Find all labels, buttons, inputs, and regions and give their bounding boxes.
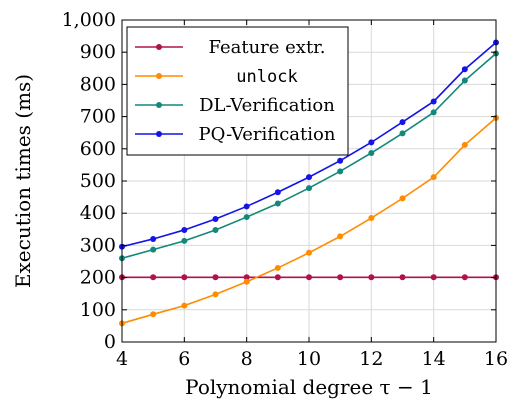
- data-point: [430, 98, 437, 105]
- data-point: [181, 302, 188, 309]
- x-axis-label: Polynomial degree τ − 1: [185, 375, 433, 399]
- x-tick-label: 10: [297, 348, 321, 370]
- data-point: [306, 174, 312, 181]
- data-point: [461, 77, 468, 84]
- data-point: [181, 237, 188, 244]
- data-point: [243, 203, 250, 210]
- legend-marker: [156, 73, 162, 79]
- y-tick-label: 600: [80, 138, 116, 160]
- data-point: [337, 168, 344, 175]
- data-point: [368, 274, 375, 281]
- data-point: [461, 274, 468, 281]
- data-point: [306, 249, 312, 256]
- data-point: [368, 149, 375, 156]
- x-tick-label: 6: [178, 348, 190, 370]
- data-point: [399, 119, 406, 126]
- data-point: [212, 226, 219, 233]
- y-tick-label: 400: [80, 202, 116, 224]
- legend-marker: [156, 131, 162, 137]
- data-point: [274, 189, 281, 196]
- y-tick-label: 300: [80, 234, 116, 256]
- y-tick-label: 700: [80, 106, 116, 128]
- data-point: [399, 195, 406, 202]
- legend-label: Feature extr.: [208, 37, 325, 58]
- data-point: [337, 274, 344, 281]
- data-point: [181, 274, 188, 281]
- data-point: [274, 274, 281, 281]
- data-point: [430, 274, 437, 281]
- data-point: [274, 264, 281, 271]
- data-point: [243, 278, 250, 285]
- legend-label: PQ-Verification: [199, 124, 336, 145]
- data-point: [212, 274, 219, 281]
- data-point: [212, 291, 219, 298]
- y-tick-label: 200: [80, 267, 116, 289]
- data-point: [243, 214, 250, 221]
- legend-label: unlock: [236, 67, 297, 87]
- data-point: [306, 185, 312, 192]
- data-point: [337, 157, 344, 164]
- series-layer: [119, 39, 499, 327]
- y-tick-label: 800: [80, 73, 116, 95]
- data-point: [274, 200, 281, 207]
- data-point: [368, 139, 375, 146]
- data-point: [337, 233, 344, 240]
- data-point: [461, 66, 468, 73]
- y-tick-label: 1,000: [62, 9, 116, 31]
- data-point: [306, 274, 312, 281]
- data-point: [430, 109, 437, 116]
- data-point: [461, 141, 468, 148]
- data-point: [150, 311, 157, 318]
- y-tick-label: 0: [104, 331, 116, 353]
- legend-marker: [156, 102, 162, 108]
- x-tick-label: 4: [116, 348, 128, 370]
- data-point: [150, 235, 157, 242]
- data-point: [399, 274, 406, 281]
- data-point: [430, 174, 437, 181]
- x-tick-label: 16: [484, 348, 508, 370]
- legend-label: DL-Verification: [199, 95, 335, 116]
- y-tick-label: 100: [80, 299, 116, 321]
- x-tick-label: 12: [359, 348, 383, 370]
- y-tick-label: 500: [80, 170, 116, 192]
- data-point: [150, 246, 157, 253]
- y-axis-label: Execution times (ms): [11, 74, 35, 288]
- tick-layer: 0 100 200 300 400 500 600 700 800 900 1,000 4 6 8 10 12…: [62, 9, 509, 370]
- data-point: [150, 274, 157, 281]
- y-tick-label: 900: [80, 41, 116, 63]
- data-point: [181, 226, 188, 233]
- x-tick-label: 8: [241, 348, 253, 370]
- data-point: [399, 130, 406, 137]
- x-tick-label: 14: [422, 348, 446, 370]
- data-point: [243, 274, 250, 281]
- legend-marker: [156, 44, 162, 50]
- legend: Feature extr. unlock DL-Verification PQ-Ver…: [126, 26, 349, 156]
- data-point: [212, 215, 219, 222]
- data-point: [368, 215, 375, 222]
